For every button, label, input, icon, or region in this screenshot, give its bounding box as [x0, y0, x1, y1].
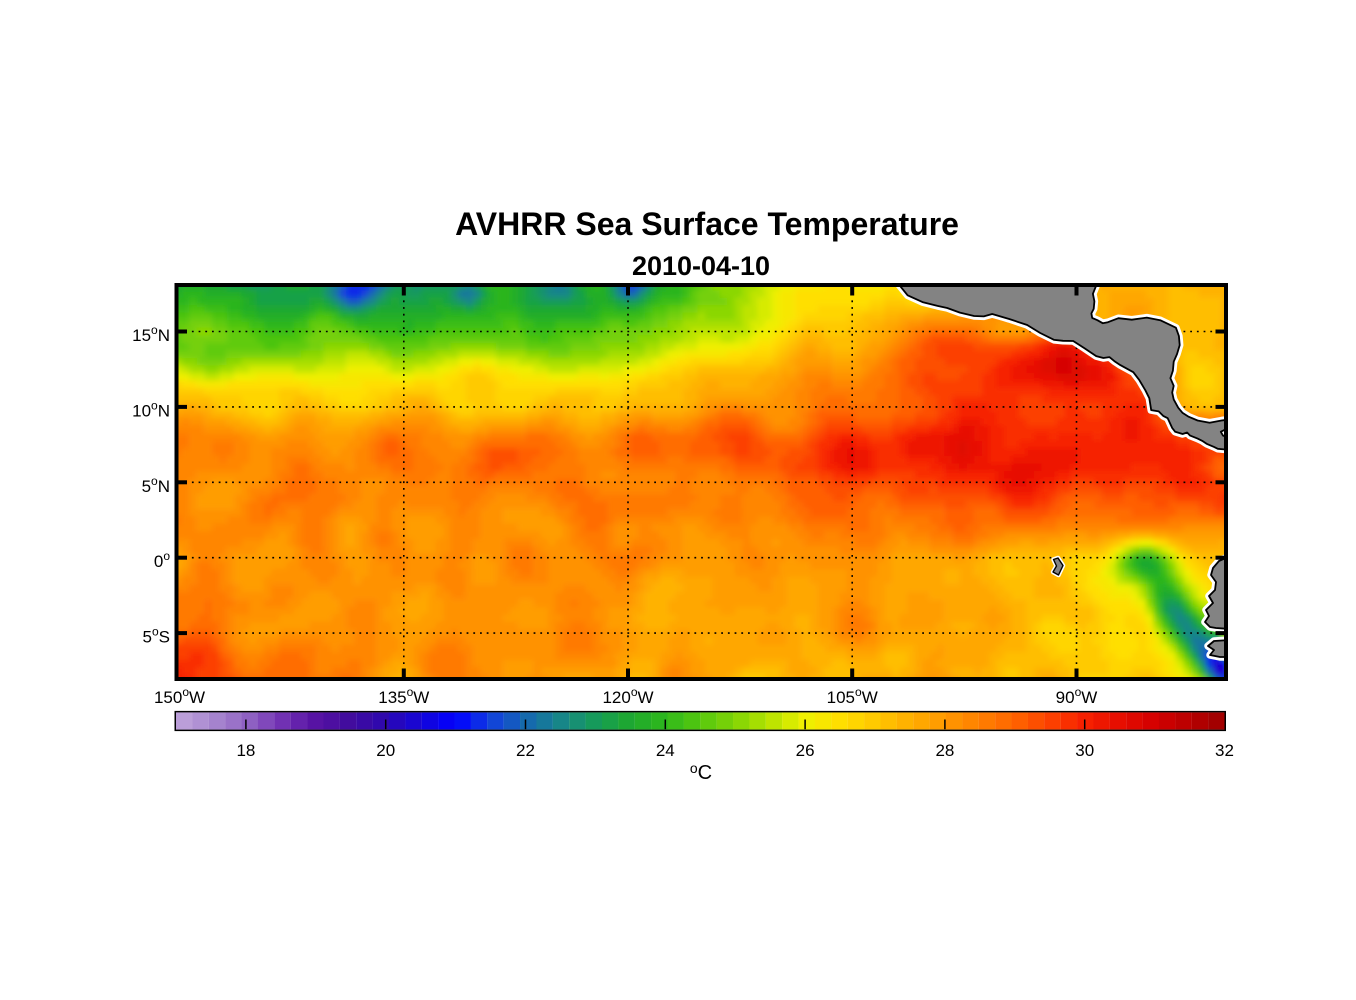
svg-text:oC: oC	[690, 760, 712, 784]
svg-text:22: 22	[516, 741, 535, 760]
svg-text:28: 28	[935, 741, 954, 760]
svg-text:135oW: 135oW	[378, 685, 429, 707]
svg-text:32: 32	[1215, 741, 1234, 760]
svg-text:AVHRR Sea Surface Temperature: AVHRR Sea Surface Temperature	[455, 206, 959, 242]
svg-text:30: 30	[1075, 741, 1094, 760]
svg-text:5oN: 5oN	[142, 474, 170, 496]
svg-text:2010-04-10: 2010-04-10	[632, 251, 770, 281]
svg-text:10oN: 10oN	[132, 398, 170, 420]
svg-text:105oW: 105oW	[827, 685, 878, 707]
svg-text:150oW: 150oW	[154, 685, 205, 707]
svg-text:18: 18	[236, 741, 255, 760]
svg-text:24: 24	[656, 741, 675, 760]
svg-text:120oW: 120oW	[602, 685, 653, 707]
svg-text:15oN: 15oN	[132, 323, 170, 345]
svg-text:5oS: 5oS	[143, 625, 171, 647]
svg-text:26: 26	[796, 741, 815, 760]
svg-text:90oW: 90oW	[1056, 685, 1098, 707]
svg-text:20: 20	[376, 741, 395, 760]
